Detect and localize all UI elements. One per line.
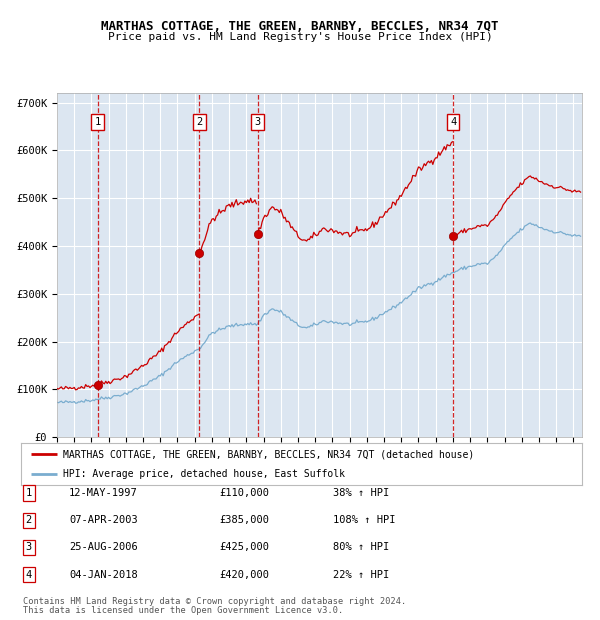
Text: 1: 1 [94,117,101,127]
Text: 22% ↑ HPI: 22% ↑ HPI [333,570,389,580]
Text: This data is licensed under the Open Government Licence v3.0.: This data is licensed under the Open Gov… [23,606,343,615]
Text: 108% ↑ HPI: 108% ↑ HPI [333,515,395,525]
Text: 2: 2 [196,117,202,127]
Text: Price paid vs. HM Land Registry's House Price Index (HPI): Price paid vs. HM Land Registry's House … [107,32,493,42]
Text: 25-AUG-2006: 25-AUG-2006 [69,542,138,552]
Text: 2: 2 [26,515,32,525]
Text: 1: 1 [26,488,32,498]
Text: 12-MAY-1997: 12-MAY-1997 [69,488,138,498]
Text: MARTHAS COTTAGE, THE GREEN, BARNBY, BECCLES, NR34 7QT: MARTHAS COTTAGE, THE GREEN, BARNBY, BECC… [101,20,499,33]
Text: 38% ↑ HPI: 38% ↑ HPI [333,488,389,498]
Text: 4: 4 [26,570,32,580]
Text: 3: 3 [254,117,260,127]
Text: 3: 3 [26,542,32,552]
Text: 80% ↑ HPI: 80% ↑ HPI [333,542,389,552]
Text: £385,000: £385,000 [219,515,269,525]
Text: MARTHAS COTTAGE, THE GREEN, BARNBY, BECCLES, NR34 7QT (detached house): MARTHAS COTTAGE, THE GREEN, BARNBY, BECC… [63,449,475,459]
Text: £420,000: £420,000 [219,570,269,580]
Text: 4: 4 [450,117,456,127]
Text: £425,000: £425,000 [219,542,269,552]
Text: HPI: Average price, detached house, East Suffolk: HPI: Average price, detached house, East… [63,469,345,479]
Text: 04-JAN-2018: 04-JAN-2018 [69,570,138,580]
Text: £110,000: £110,000 [219,488,269,498]
Text: Contains HM Land Registry data © Crown copyright and database right 2024.: Contains HM Land Registry data © Crown c… [23,597,406,606]
Text: 07-APR-2003: 07-APR-2003 [69,515,138,525]
